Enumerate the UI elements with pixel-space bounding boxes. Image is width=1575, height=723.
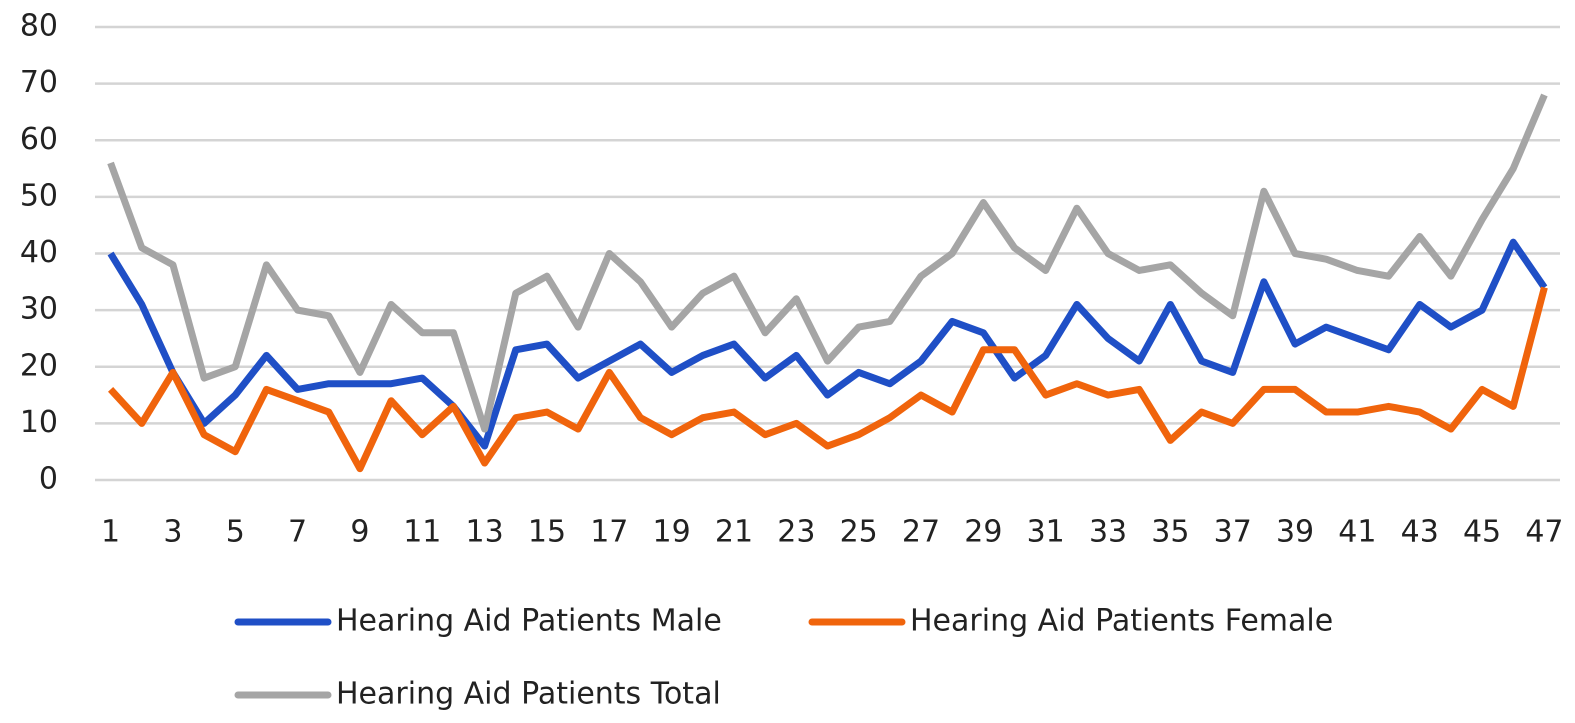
x-tick-label: 9: [350, 515, 369, 550]
x-tick-label: 25: [840, 515, 878, 550]
y-tick-label: 20: [20, 348, 58, 383]
x-tick-label: 33: [1089, 515, 1127, 550]
line-series: [107, 238, 1548, 450]
x-tick-label: 45: [1463, 515, 1501, 550]
y-tick-label: 80: [20, 9, 58, 44]
y-tick-label: 40: [20, 235, 58, 270]
x-tick-label: 27: [902, 515, 940, 550]
x-tick-label: 29: [964, 515, 1002, 550]
legend-label: Hearing Aid Patients Total: [336, 677, 721, 712]
x-tick-label: 21: [715, 515, 753, 550]
x-tick-label: 37: [1214, 515, 1252, 550]
legend-label: Hearing Aid Patients Male: [336, 604, 722, 639]
y-tick-label: 70: [20, 65, 58, 100]
x-tick-label: 5: [226, 515, 245, 550]
x-tick-label: 41: [1338, 515, 1376, 550]
x-tick-label: 1: [101, 515, 120, 550]
y-tick-label: 10: [20, 405, 58, 440]
line-series: [108, 286, 1548, 473]
x-tick-label: 13: [466, 515, 504, 550]
x-tick-label: 35: [1151, 515, 1189, 550]
x-tick-label: 7: [288, 515, 307, 550]
legend-label: Hearing Aid Patients Female: [910, 604, 1333, 639]
y-tick-label: 50: [20, 178, 58, 213]
y-tick-label: 30: [20, 292, 58, 327]
x-tick-label: 47: [1525, 515, 1563, 550]
x-tick-label: 31: [1027, 515, 1065, 550]
y-tick-label: 0: [39, 462, 58, 497]
x-tick-label: 15: [528, 515, 566, 550]
x-tick-label: 17: [590, 515, 628, 550]
x-tick-label: 3: [163, 515, 182, 550]
x-tick-label: 43: [1401, 515, 1439, 550]
x-tick-label: 23: [777, 515, 815, 550]
y-tick-label: 60: [20, 122, 58, 157]
x-tick-label: 19: [653, 515, 691, 550]
line-series: [107, 93, 1548, 433]
x-tick-label: 39: [1276, 515, 1314, 550]
x-tick-label: 11: [403, 515, 441, 550]
